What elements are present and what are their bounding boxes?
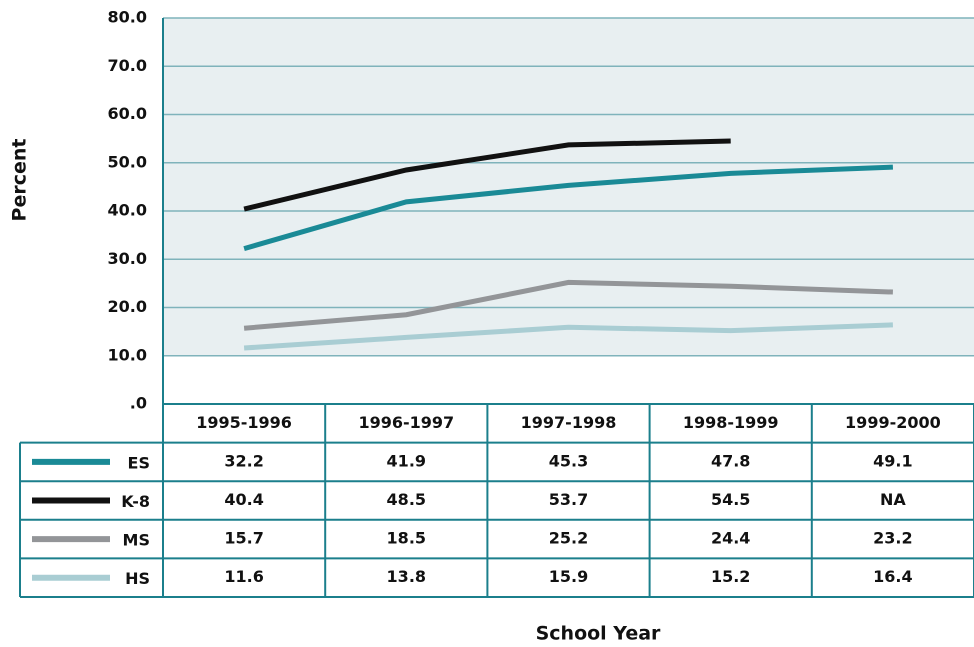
y-tick-label: 70.0 — [108, 56, 147, 75]
table-value: 54.5 — [711, 490, 750, 509]
table-value: 13.8 — [387, 567, 426, 586]
y-tick-label: 10.0 — [108, 345, 147, 364]
table-value: 15.7 — [224, 529, 263, 548]
table-value: 53.7 — [549, 490, 588, 509]
series-line — [243, 138, 731, 212]
x-tick-label: 1998-1999 — [683, 413, 779, 432]
plot-background-base — [163, 355, 974, 404]
y-tick-label: 30.0 — [108, 249, 147, 268]
table-value: 15.9 — [549, 567, 588, 586]
legend-label: MS — [123, 531, 150, 550]
y-tick-label: 60.0 — [108, 104, 147, 123]
y-axis-label: Percent — [9, 139, 31, 222]
x-tick-label: 1996-1997 — [358, 413, 454, 432]
table-value: 16.4 — [873, 567, 912, 586]
table-value: 48.5 — [387, 490, 426, 509]
legend-label: ES — [128, 453, 150, 472]
x-axis-label: School Year — [536, 623, 661, 645]
table-value: 24.4 — [711, 529, 750, 548]
table-value: 23.2 — [873, 529, 912, 548]
table-value: NA — [880, 490, 906, 509]
table-value: 18.5 — [387, 529, 426, 548]
table-value: 32.2 — [224, 451, 263, 470]
table-value: 45.3 — [549, 451, 588, 470]
table-value: 40.4 — [224, 490, 263, 509]
legend-label: K-8 — [121, 492, 150, 511]
table-value: 25.2 — [549, 529, 588, 548]
table-value: 41.9 — [387, 451, 426, 470]
table-value: 11.6 — [224, 567, 263, 586]
series-line — [243, 164, 893, 252]
table-value: 49.1 — [873, 451, 912, 470]
series-line — [243, 279, 893, 331]
y-tick-label: .0 — [130, 394, 147, 413]
y-tick-label: 20.0 — [108, 297, 147, 316]
x-tick-label: 1997-1998 — [521, 413, 617, 432]
y-tick-label: 40.0 — [108, 201, 147, 220]
x-tick-label: 1995-1996 — [196, 413, 292, 432]
x-tick-label: 1999-2000 — [845, 413, 941, 432]
series-line — [243, 322, 893, 351]
table-value: 47.8 — [711, 451, 750, 470]
y-tick-label: 80.0 — [108, 8, 147, 27]
table-value: 15.2 — [711, 567, 750, 586]
y-tick-label: 50.0 — [108, 152, 147, 171]
legend-label: HS — [125, 569, 150, 588]
